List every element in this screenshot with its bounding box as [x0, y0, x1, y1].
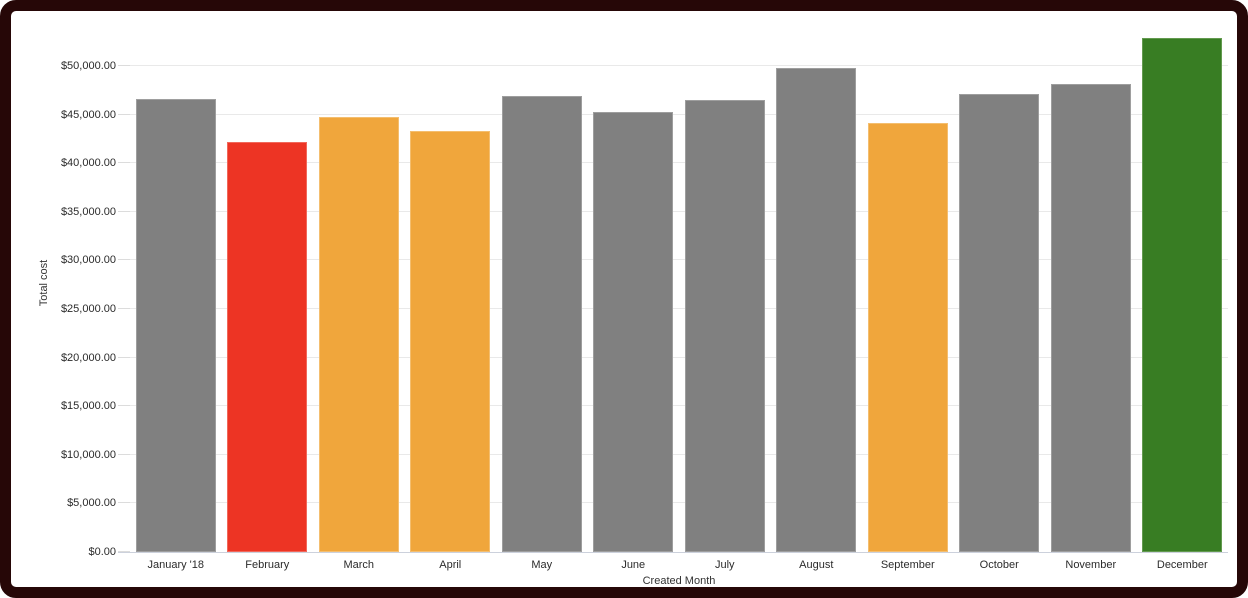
x-tick-label: May — [531, 559, 553, 571]
bar-slot: September — [862, 37, 954, 571]
x-tick-label: March — [343, 559, 375, 571]
gridline: $5,000.00 — [67, 497, 1228, 509]
x-tick-label: April — [439, 559, 462, 571]
y-tick-label: $50,000.00 — [60, 59, 116, 72]
x-axis-line — [118, 552, 1228, 553]
bar-slot: July — [679, 37, 771, 571]
x-tick-label: February — [245, 559, 290, 571]
bar-september[interactable] — [867, 123, 948, 552]
x-axis-title: Created Month — [642, 575, 716, 587]
y-tick-mark — [118, 162, 130, 163]
bar-slot: October — [954, 37, 1046, 571]
y-tick-mark — [118, 405, 130, 406]
y-tick-mark — [118, 211, 130, 212]
bar-july[interactable] — [684, 100, 765, 552]
bar-slot: May — [496, 37, 588, 571]
gridline: $30,000.00 — [61, 254, 1228, 266]
y-tick-mark — [118, 308, 130, 309]
y-tick-label: $5,000.00 — [67, 496, 116, 509]
gridline: $45,000.00 — [61, 109, 1228, 121]
gridline: $10,000.00 — [61, 449, 1228, 461]
gridline: $15,000.00 — [61, 400, 1228, 412]
gridline: $50,000.00 — [61, 60, 1228, 72]
bar-november[interactable] — [1050, 84, 1131, 552]
bar-april[interactable] — [410, 131, 491, 552]
x-tick-label: September — [880, 559, 935, 571]
y-tick-label: $30,000.00 — [60, 253, 116, 266]
bars-layer: January '18 February March April May June July… — [130, 37, 1229, 571]
gridline: $40,000.00 — [61, 157, 1228, 169]
bar-slot: January '18 — [130, 37, 222, 571]
bar-slot: December — [1137, 37, 1229, 571]
bar-february[interactable] — [227, 142, 308, 552]
bar-may[interactable] — [501, 96, 582, 552]
gridline: $35,000.00 — [61, 206, 1228, 218]
x-tick-label: October — [979, 559, 1019, 571]
bar-slot: August — [771, 37, 863, 571]
gridline: $20,000.00 — [61, 352, 1228, 364]
y-axis-title: Total cost — [38, 259, 51, 307]
y-tick-label: $25,000.00 — [60, 302, 116, 315]
x-tick-label: November — [1065, 559, 1117, 571]
y-tick-mark — [118, 259, 130, 260]
bar-chart: Total cost $0.00 $5,000.00 $10,000.00 $15,0… — [11, 11, 1237, 587]
y-tick-label: $35,000.00 — [60, 205, 116, 218]
bar-august[interactable] — [776, 68, 857, 552]
bar-december[interactable] — [1142, 38, 1223, 552]
bar-slot: April — [405, 37, 497, 571]
y-tick-label: $10,000.00 — [60, 448, 116, 461]
bar-slot: March — [313, 37, 405, 571]
bar-october[interactable] — [959, 94, 1040, 552]
y-tick-label: $15,000.00 — [60, 399, 116, 412]
bar-january-18[interactable] — [135, 99, 216, 552]
bar-slot: November — [1045, 37, 1137, 571]
y-tick-label: $40,000.00 — [60, 156, 116, 169]
bar-march[interactable] — [318, 117, 399, 552]
y-tick-mark — [118, 454, 130, 455]
y-tick-label: $20,000.00 — [60, 351, 116, 364]
y-tick-mark — [118, 357, 130, 358]
x-tick-label: July — [714, 559, 735, 571]
x-tick-label: December — [1156, 559, 1208, 571]
y-tick-label: $0.00 — [88, 545, 116, 558]
plot-area: $0.00 $5,000.00 $10,000.00 $15,000.00 $20,00… — [61, 37, 1229, 571]
x-tick-label: January '18 — [147, 559, 205, 571]
bar-slot: February — [222, 37, 314, 571]
gridline: $25,000.00 — [61, 303, 1228, 315]
y-tick-mark — [118, 502, 130, 503]
y-tick-label: $45,000.00 — [60, 108, 116, 121]
y-tick-mark — [118, 551, 130, 552]
y-tick-mark — [118, 114, 130, 115]
bar-slot: June — [588, 37, 680, 571]
y-tick-mark — [118, 65, 130, 66]
x-tick-label: August — [799, 559, 834, 571]
bar-june[interactable] — [593, 112, 674, 552]
x-tick-label: June — [621, 559, 646, 571]
gridline: $0.00 — [88, 546, 1228, 558]
